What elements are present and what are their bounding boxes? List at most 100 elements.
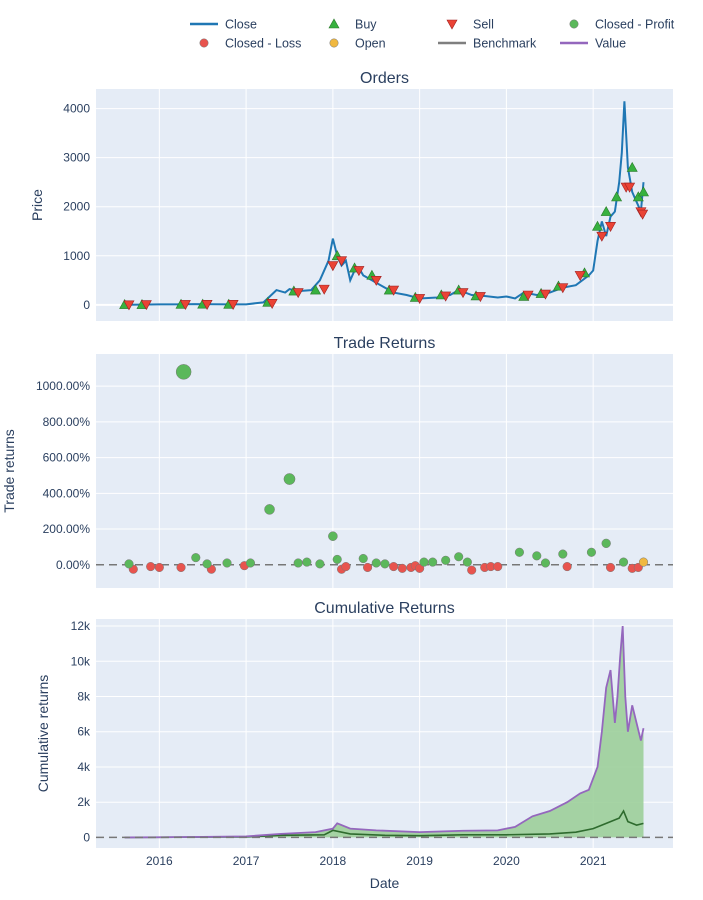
y-tick-label: 0	[83, 298, 90, 312]
legend-item-open[interactable]: Open	[329, 37, 386, 51]
buy-marker	[600, 206, 612, 216]
buy-marker	[637, 186, 650, 197]
legend-label: Closed - Loss	[225, 37, 301, 51]
x-tick-label: 2021	[580, 854, 607, 868]
closed-loss-point	[562, 562, 572, 572]
legend-item-benchmark[interactable]: Benchmark	[438, 37, 537, 51]
sell-marker	[140, 300, 152, 311]
closed-profit-point	[315, 559, 325, 569]
sell-marker	[457, 288, 469, 299]
closed-profit-point	[124, 559, 134, 569]
closed-profit-point	[328, 531, 338, 541]
x-tick-label: 2017	[233, 854, 260, 868]
legend: Close Buy Sell Closed - Profit Closed - Loss…	[190, 18, 675, 51]
y-tick-label: 12k	[71, 619, 91, 633]
sell-marker	[574, 271, 586, 282]
sell-marker	[388, 285, 400, 296]
sell-marker	[557, 283, 569, 294]
buy-marker	[611, 191, 623, 202]
closed-profit-point	[380, 559, 390, 569]
panel-orders: 0 1000 2000 3000 4000 Orders Price	[29, 70, 673, 321]
closed-profit-point	[618, 557, 629, 567]
sell-marker	[539, 289, 551, 300]
circle-marker-icon	[569, 19, 579, 29]
closed-profit-point	[558, 549, 568, 559]
legend-item-buy[interactable]: Buy	[328, 18, 377, 32]
sell-marker	[624, 182, 636, 193]
y-axis-label: Trade returns	[1, 429, 17, 513]
sell-marker	[318, 284, 330, 295]
x-tick-label: 2019	[406, 854, 433, 868]
closed-profit-point	[283, 473, 296, 485]
value-line	[124, 625, 645, 839]
y-tick-label: 0	[83, 830, 90, 844]
closed-profit-point	[601, 538, 611, 548]
sell-marker	[336, 256, 348, 267]
y-tick-label: 2000	[63, 200, 90, 214]
closed-profit-point	[371, 558, 381, 568]
sell-marker	[474, 292, 486, 303]
sell-marker	[123, 300, 135, 311]
y-tick-label: 200.00%	[43, 522, 91, 536]
closed-profit-point	[419, 557, 429, 567]
closed-profit-point	[540, 558, 551, 568]
y-tick-label: 400.00%	[43, 486, 91, 500]
circle-marker-icon	[199, 38, 209, 48]
sell-marker	[353, 266, 365, 277]
y-tick-label: 10k	[71, 654, 91, 668]
closed-loss-point	[467, 565, 477, 575]
y-tick-label: 6k	[77, 725, 91, 739]
circle-marker-icon	[329, 38, 339, 48]
y-tick-label: 1000.00%	[36, 379, 90, 393]
legend-item-closed-profit[interactable]: Closed - Profit	[569, 18, 675, 32]
legend-item-closed-loss[interactable]: Closed - Loss	[199, 37, 302, 51]
legend-label: Value	[595, 37, 626, 51]
x-tick-label: 2020	[493, 854, 520, 868]
legend-item-value[interactable]: Value	[560, 37, 626, 51]
closed-loss-point	[176, 562, 186, 573]
plot-area	[96, 354, 673, 588]
y-tick-label: 600.00%	[43, 451, 91, 465]
legend-item-close[interactable]: Close	[190, 18, 257, 32]
triangle-down-icon	[446, 19, 458, 30]
legend-item-sell[interactable]: Sell	[446, 18, 494, 32]
panel-trade-returns: 0.00% 200.00% 400.00% 600.00% 800.00% 1000.00…	[1, 335, 673, 588]
y-tick-label: 4000	[63, 102, 90, 116]
y-tick-label: 3000	[63, 151, 90, 165]
value-fill-area	[124, 626, 644, 838]
y-tick-label: 2k	[77, 795, 91, 809]
closed-profit-point	[264, 504, 275, 515]
closed-loss-point	[397, 563, 407, 573]
closed-profit-point	[454, 552, 464, 562]
sell-marker	[327, 261, 339, 272]
x-tick-label: 2016	[146, 854, 173, 868]
sell-marker	[292, 288, 304, 299]
sell-marker	[266, 299, 278, 309]
closed-loss-point	[146, 562, 156, 572]
buy-marker	[310, 284, 322, 295]
closed-profit-point	[532, 551, 542, 561]
panel-title: Orders	[360, 70, 409, 87]
closed-loss-point	[154, 562, 164, 573]
legend-label: Sell	[473, 18, 494, 32]
closed-profit-point	[462, 557, 472, 567]
closed-profit-point	[514, 547, 524, 557]
y-tick-label: 1000	[63, 249, 90, 263]
closed-profit-point	[586, 547, 596, 557]
closed-profit-point	[191, 553, 201, 563]
plot-marks	[119, 101, 650, 311]
closed-profit-point	[358, 553, 368, 564]
closed-profit-point	[202, 559, 212, 569]
sell-marker	[637, 209, 649, 220]
plot-area	[96, 89, 673, 321]
closed-profit-point	[245, 558, 255, 568]
sell-marker	[227, 300, 239, 310]
closed-profit-point	[302, 557, 312, 567]
closed-loss-point	[389, 562, 399, 572]
closed-loss-point	[415, 563, 425, 573]
plot-marks	[96, 364, 673, 575]
panel-cumulative-returns: 0 2k 4k 6k 8k 10k 12k Cumulative Returns Cumulat…	[35, 600, 673, 891]
closed-profit-point	[428, 557, 438, 567]
